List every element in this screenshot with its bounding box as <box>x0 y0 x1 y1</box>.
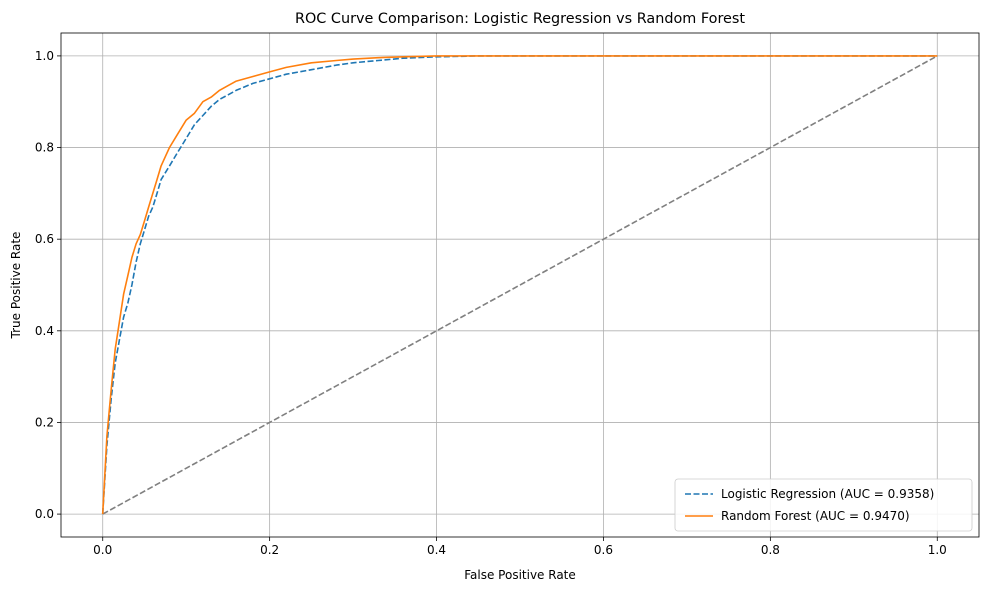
x-tick-label: 0.8 <box>761 543 780 557</box>
x-tick-label: 0.6 <box>594 543 613 557</box>
x-tick-label: 1.0 <box>928 543 947 557</box>
y-axis-label: True Positive Rate <box>9 232 23 340</box>
y-tick-label: 0.6 <box>35 232 54 246</box>
x-axis-label: False Positive Rate <box>464 568 576 582</box>
plot-frame <box>60 32 980 538</box>
axis-ticks: 0.0 0.2 0.4 0.6 0.8 1.0 0.0 0.2 0.4 0.6 0.8 1.0 <box>35 49 947 557</box>
x-tick-label: 0.0 <box>93 543 112 557</box>
random-forest-line <box>101 55 938 515</box>
y-tick-label: 0.2 <box>35 415 54 429</box>
chart-title: ROC Curve Comparison: Logistic Regressio… <box>295 11 745 27</box>
y-tick-label: 1.0 <box>35 49 54 63</box>
x-tick-label: 0.2 <box>260 543 279 557</box>
legend: Logistic Regression (AUC = 0.9358) Random… <box>674 478 973 532</box>
y-tick-label: 0.8 <box>35 141 54 155</box>
legend-label: Logistic Regression (AUC = 0.9358) <box>721 487 934 501</box>
chance-diagonal-line <box>102 55 938 515</box>
x-tick-label: 0.4 <box>427 543 446 557</box>
series-layer <box>101 55 938 515</box>
legend-label: Random Forest (AUC = 0.9470) <box>721 509 910 523</box>
legend-box <box>674 478 973 532</box>
y-tick-label: 0.0 <box>35 507 54 521</box>
y-tick-label: 0.4 <box>35 324 54 338</box>
